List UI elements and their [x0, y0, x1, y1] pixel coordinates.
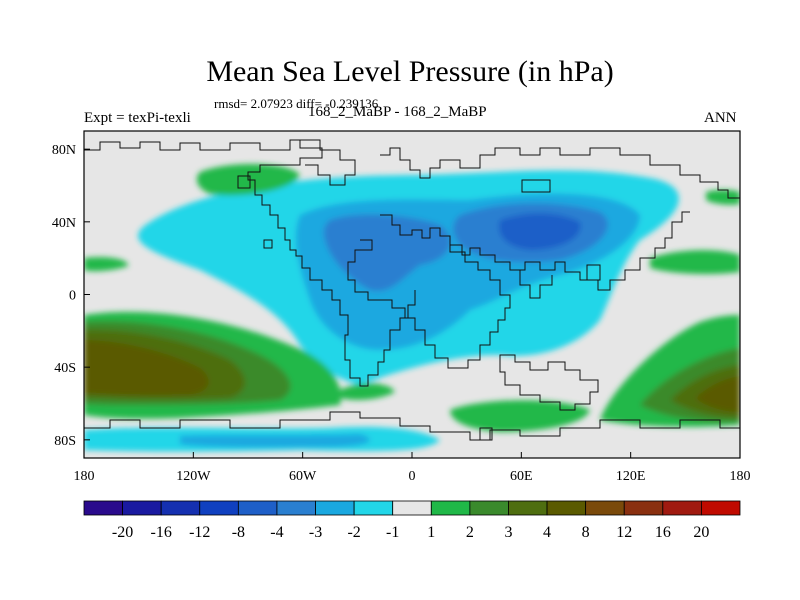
colorbar-label: 12 — [616, 524, 632, 541]
x-tick-label: 180 — [730, 469, 751, 484]
contour-region-southern-ocean — [450, 400, 590, 432]
contour-region-south-atlantic — [340, 383, 395, 400]
colorbar-label: -12 — [189, 524, 210, 541]
colorbar-swatch — [122, 500, 162, 516]
y-tick-label: 80N — [52, 143, 76, 158]
colorbar-swatch — [585, 500, 625, 516]
colorbar-label: -16 — [151, 524, 172, 541]
coastline-islands-5 — [479, 427, 493, 441]
x-tick-label: 180 — [74, 469, 95, 484]
coastline-islands-2 — [237, 175, 251, 189]
colorbar-swatches — [83, 500, 741, 516]
season-label: ANN — [704, 110, 737, 126]
y-tick-label: 40N — [52, 216, 76, 231]
colorbar-label: 2 — [466, 524, 474, 541]
contour-region-arctic-asia — [650, 250, 740, 275]
contour-region-antarctic-core — [180, 434, 370, 448]
y-tick-label: 0 — [69, 289, 76, 304]
colorbar-swatch — [546, 500, 587, 516]
coastline-layer — [84, 139, 740, 441]
colorbar-swatch — [392, 500, 432, 516]
colorbar-label: 20 — [693, 524, 709, 541]
contour-region-atlantic-core — [323, 214, 451, 291]
x-tick-label: 0 — [409, 469, 416, 484]
x-tick-label: 60W — [289, 469, 317, 484]
coastline-europe-asia-south — [380, 211, 690, 291]
colorbar-label: -8 — [232, 524, 245, 541]
y-tick-label: 40S — [54, 361, 76, 376]
coastline-islands-4 — [586, 264, 601, 281]
y-tick-label: 80S — [54, 434, 76, 449]
chart-subtitle: 168_2_MaBP - 168_2_MaBP — [308, 104, 487, 120]
coastline-islands-1 — [521, 179, 551, 193]
colorbar-label: -4 — [270, 524, 283, 541]
colorbar-label: -2 — [347, 524, 360, 541]
colorbar-swatch — [623, 500, 664, 516]
coastline-islands-3 — [263, 239, 273, 249]
y-axis: 80N 40N 0 40S 80S — [52, 143, 90, 449]
colorbar-swatch — [469, 500, 509, 516]
stats-label: rmsd= 2.07923 diff= -0.239136 — [214, 96, 379, 111]
colorbar-label: 1 — [427, 524, 435, 541]
colorbar-label: 4 — [543, 524, 551, 541]
contour-region-west-pacific — [84, 257, 129, 272]
contour-region-asia-deep — [499, 213, 581, 250]
colorbar-label: -1 — [386, 524, 399, 541]
colorbar-label: 16 — [655, 524, 671, 541]
experiment-label: Expt = texPi-texli — [84, 110, 191, 126]
colorbar-swatch — [160, 500, 201, 516]
coastline-india — [510, 269, 553, 299]
colorbar-swatch — [430, 500, 471, 516]
coastline-australia — [499, 354, 599, 411]
x-tick-label: 120E — [616, 469, 646, 484]
coastline-africa — [347, 239, 511, 369]
coastline-north-america-north — [84, 139, 300, 151]
x-tick-label: 120W — [176, 469, 211, 484]
colorbar-label: -3 — [309, 524, 322, 541]
contour-region-sw-pacific-8 — [695, 376, 740, 412]
colorbar-label: -20 — [112, 524, 133, 541]
colorbar-swatch — [199, 500, 239, 516]
colorbar-swatch — [276, 500, 316, 516]
x-tick-label: 60E — [510, 469, 533, 484]
plot-area — [84, 131, 740, 458]
x-axis: 180 120W 60W 0 60E 120E 180 — [74, 452, 751, 484]
contour-fill-layer — [84, 164, 740, 452]
colorbar-swatch — [662, 500, 702, 516]
coastline-greenland — [300, 139, 356, 186]
colorbar-label: 8 — [582, 524, 590, 541]
colorbar-label: 3 — [504, 524, 512, 541]
colorbar-swatch — [315, 500, 355, 516]
colorbar-swatch — [353, 500, 394, 516]
colorbar-labels: -20 -16 -12 -8 -4 -3 -2 -1 1 2 3 4 8 12 16 20 — [112, 524, 709, 541]
coastline-antarctica — [84, 411, 740, 441]
colorbar-swatch — [701, 500, 741, 516]
contour-region-south-pacific-8 — [84, 340, 209, 396]
colorbar-swatch — [237, 500, 278, 516]
colorbar-swatch — [508, 500, 548, 516]
chart-title: Mean Sea Level Pressure (in hPa) — [206, 55, 614, 88]
coastline-americas — [247, 140, 416, 387]
contour-region-arctic-east — [706, 189, 740, 205]
colorbar-swatch — [83, 500, 123, 516]
coastline-eurasia — [380, 147, 740, 199]
